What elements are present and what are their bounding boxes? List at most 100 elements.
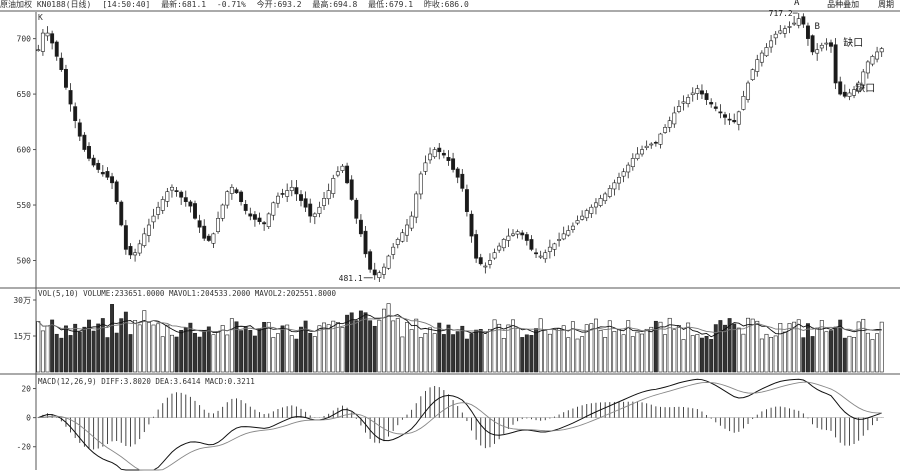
candle-body xyxy=(879,48,884,53)
candle-body xyxy=(211,233,216,244)
volume-bar xyxy=(833,326,838,373)
candle-body xyxy=(801,16,806,25)
price-tick-label: 550 xyxy=(17,201,32,210)
candle-body xyxy=(727,118,732,121)
candle-body xyxy=(262,222,267,225)
candle-body xyxy=(658,133,663,145)
candle-body xyxy=(483,265,488,268)
candle-body xyxy=(778,30,783,34)
volume-bar xyxy=(658,321,663,373)
volume-bar xyxy=(414,318,419,373)
candle-body xyxy=(681,101,686,104)
volume-bar xyxy=(40,330,45,373)
volume-bar xyxy=(340,327,345,373)
candle-body xyxy=(340,165,345,171)
volume-bar xyxy=(252,335,257,373)
candle-body xyxy=(787,26,792,28)
volume-bar xyxy=(220,325,225,373)
volume-bar xyxy=(626,320,631,373)
candle-body xyxy=(534,252,539,255)
volume-bar xyxy=(653,320,658,373)
volume-bar xyxy=(787,323,792,373)
candle-body xyxy=(418,173,423,195)
volume-bar xyxy=(769,337,774,373)
candle-body xyxy=(690,92,695,96)
candle-body xyxy=(349,179,354,200)
volume-tick-label: 30万 xyxy=(13,296,31,305)
candle-body xyxy=(59,57,64,70)
candle-body xyxy=(764,47,769,57)
candle-body xyxy=(285,190,290,197)
volume-bar xyxy=(188,322,193,373)
volume-bar xyxy=(54,333,59,373)
candle-body xyxy=(294,187,299,195)
volume-bar xyxy=(561,325,566,373)
candle-body xyxy=(759,52,764,63)
volume-bar xyxy=(478,329,483,373)
volume-bar xyxy=(114,332,119,373)
candle-body xyxy=(561,233,566,240)
volume-bar xyxy=(308,332,313,373)
volume-bar xyxy=(801,337,806,373)
volume-bar xyxy=(543,330,548,373)
volume-bar xyxy=(824,331,829,373)
quote-time: [14:50:40] xyxy=(102,0,151,9)
volume-bar xyxy=(285,324,290,373)
volume-bar xyxy=(810,336,815,373)
volume-bar xyxy=(460,325,465,373)
volume-bar xyxy=(635,331,640,373)
candle-body xyxy=(312,213,317,217)
candle-body xyxy=(400,232,405,242)
volume-bar xyxy=(428,327,433,373)
quote-prev-close: 昨收:686.0 xyxy=(423,0,469,9)
volume-bar xyxy=(381,308,386,373)
candle-body xyxy=(40,32,45,52)
volume-bar xyxy=(506,324,511,373)
volume-bar xyxy=(598,330,603,373)
overlay-button[interactable]: 品种叠加 xyxy=(827,0,860,9)
candle-body xyxy=(630,158,635,168)
volume-bar xyxy=(216,331,221,373)
candle-body xyxy=(428,153,433,161)
volume-bar xyxy=(713,324,718,373)
candle-body xyxy=(441,152,446,156)
volume-bar xyxy=(409,329,414,373)
candle-body xyxy=(695,88,700,94)
volume-bar xyxy=(861,318,866,373)
candle-body xyxy=(151,215,156,223)
quote-high: 最高:694.8 xyxy=(312,0,358,9)
candle-body xyxy=(750,69,755,80)
candle-body xyxy=(672,112,677,125)
candle-body xyxy=(704,93,709,100)
candle-body xyxy=(635,153,640,159)
price-tick-label: 500 xyxy=(17,256,32,265)
volume-bar xyxy=(805,323,810,373)
volume-legend: VOL(5,10) VOLUME:233651.0000 MAVOL1:2045… xyxy=(38,289,336,298)
gap-label-lower: 缺口 xyxy=(855,82,875,95)
volume-bar xyxy=(59,337,64,373)
candle-body xyxy=(653,141,658,144)
candle-body xyxy=(612,182,617,190)
volume-bar xyxy=(211,334,216,373)
candle-body xyxy=(487,260,492,265)
quote-low: 最低:679.1 xyxy=(368,0,414,9)
point-a-label: A xyxy=(794,0,800,8)
volume-bar xyxy=(391,320,396,373)
candle-body xyxy=(280,193,285,195)
candle-body xyxy=(206,235,211,241)
candle-body xyxy=(423,162,428,172)
candle-body xyxy=(36,49,41,52)
period-button[interactable]: 周期 xyxy=(878,0,894,9)
volume-bar xyxy=(395,318,400,373)
volume-bar xyxy=(257,328,262,373)
candle-body xyxy=(100,172,105,175)
macd-panel: MACD(12,26,9) DIFF:3.8020 DEA:3.6414 MAC… xyxy=(17,377,884,471)
volume-bar xyxy=(515,328,520,373)
candle-body xyxy=(575,220,580,224)
low-price-label: 481.1 xyxy=(339,274,363,283)
candle-body xyxy=(165,191,170,202)
volume-bar xyxy=(405,322,409,373)
candle-body xyxy=(492,252,497,259)
volume-bar xyxy=(557,328,562,373)
volume-bar xyxy=(169,334,174,373)
